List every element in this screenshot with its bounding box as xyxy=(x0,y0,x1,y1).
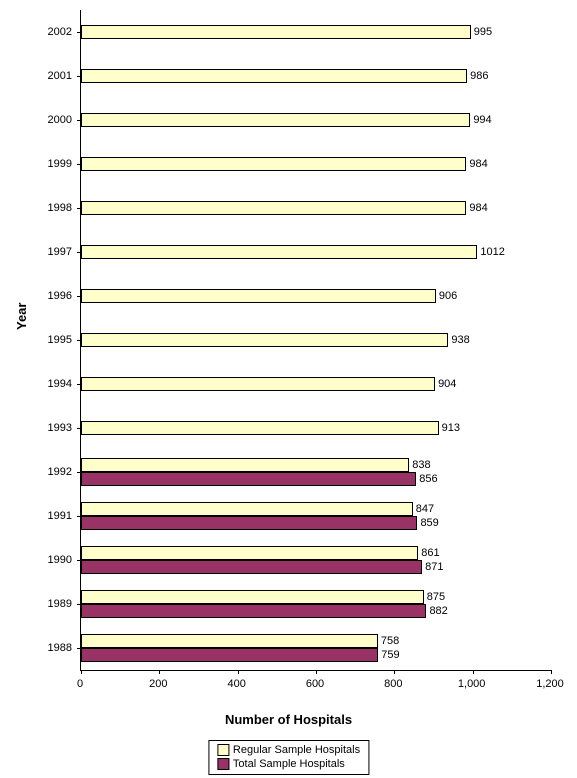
y-tick-label: 1991 xyxy=(48,510,72,522)
x-tick-label: 400 xyxy=(227,678,245,690)
bar-value-label: 871 xyxy=(425,561,443,573)
bar-total-1991 xyxy=(81,516,417,530)
bar-value-label: 1012 xyxy=(480,246,504,258)
bar-value-label: 856 xyxy=(419,473,437,485)
y-axis-title: Year xyxy=(14,303,29,330)
bar-value-label: 984 xyxy=(469,158,487,170)
bar-value-label: 906 xyxy=(439,290,457,302)
y-tick-label: 1996 xyxy=(48,290,72,302)
bar-value-label: 938 xyxy=(451,334,469,346)
x-tick-label: 800 xyxy=(384,678,402,690)
bar-value-label: 882 xyxy=(429,605,447,617)
bar-value-label: 904 xyxy=(438,378,456,390)
y-tick-label: 2000 xyxy=(48,114,72,126)
bar-value-label: 995 xyxy=(474,26,492,38)
legend-label-total: Total Sample Hospitals xyxy=(233,757,345,771)
hospital-sample-bar-chart: 995 986 994 984 984 1012 906 938 904 913 838 856 847… xyxy=(0,0,577,778)
bar-value-label: 759 xyxy=(381,649,399,661)
bar-regular-2002 xyxy=(81,25,471,39)
y-tick-label: 2001 xyxy=(48,70,72,82)
bar-total-1990 xyxy=(81,560,422,574)
bar-regular-1994 xyxy=(81,377,435,391)
y-tick-label: 1995 xyxy=(48,334,72,346)
bar-regular-1999 xyxy=(81,157,466,171)
legend: Regular Sample Hospitals Total Sample Ho… xyxy=(208,740,369,775)
bar-regular-1990 xyxy=(81,546,418,560)
y-tick-label: 1998 xyxy=(48,202,72,214)
x-tick-label: 0 xyxy=(77,678,83,690)
x-tick-label: 1,000 xyxy=(458,678,486,690)
x-tick-label: 200 xyxy=(149,678,167,690)
bar-value-label: 994 xyxy=(473,114,491,126)
bar-total-1989 xyxy=(81,604,426,618)
bar-regular-2001 xyxy=(81,69,467,83)
y-tick-label: 1989 xyxy=(48,598,72,610)
bar-total-1992 xyxy=(81,472,416,486)
bar-regular-1998 xyxy=(81,201,466,215)
bar-regular-1996 xyxy=(81,289,436,303)
legend-item-total: Total Sample Hospitals xyxy=(217,757,360,771)
bar-regular-1992 xyxy=(81,458,409,472)
bar-value-label: 875 xyxy=(427,591,445,603)
bar-regular-1993 xyxy=(81,421,439,435)
bar-regular-1989 xyxy=(81,590,424,604)
bar-regular-2000 xyxy=(81,113,470,127)
y-tick-label: 2002 xyxy=(48,26,72,38)
y-tick-label: 1990 xyxy=(48,554,72,566)
bar-value-label: 758 xyxy=(381,635,399,647)
x-axis-labels: 02004006008001,0001,200 xyxy=(80,672,550,692)
bar-total-1988 xyxy=(81,648,378,662)
bar-regular-1997 xyxy=(81,245,477,259)
y-tick-label: 1994 xyxy=(48,378,72,390)
bar-value-label: 861 xyxy=(421,547,439,559)
bar-regular-1988 xyxy=(81,634,378,648)
plot-area: 995 986 994 984 984 1012 906 938 904 913 838 856 847… xyxy=(80,10,551,671)
bar-value-label: 986 xyxy=(470,70,488,82)
bar-value-label: 984 xyxy=(469,202,487,214)
x-tick-label: 1,200 xyxy=(536,678,564,690)
x-tick-mark xyxy=(551,670,552,674)
legend-swatch-total xyxy=(217,758,229,770)
y-tick-label: 1999 xyxy=(48,158,72,170)
x-axis-title: Number of Hospitals xyxy=(0,712,577,727)
y-tick-label: 1988 xyxy=(48,642,72,654)
bar-value-label: 838 xyxy=(412,459,430,471)
y-tick-label: 1992 xyxy=(48,466,72,478)
y-tick-label: 1993 xyxy=(48,422,72,434)
y-axis-labels: 2002 2001 2000 1999 1998 1997 1996 1995 1994 1993… xyxy=(0,10,80,670)
bar-value-label: 847 xyxy=(416,503,434,515)
bar-value-label: 859 xyxy=(420,517,438,529)
legend-item-regular: Regular Sample Hospitals xyxy=(217,743,360,757)
bar-regular-1991 xyxy=(81,502,413,516)
bar-regular-1995 xyxy=(81,333,448,347)
x-tick-label: 600 xyxy=(306,678,324,690)
legend-swatch-regular xyxy=(217,744,229,756)
bar-value-label: 913 xyxy=(442,422,460,434)
y-tick-label: 1997 xyxy=(48,246,72,258)
legend-label-regular: Regular Sample Hospitals xyxy=(233,743,360,757)
